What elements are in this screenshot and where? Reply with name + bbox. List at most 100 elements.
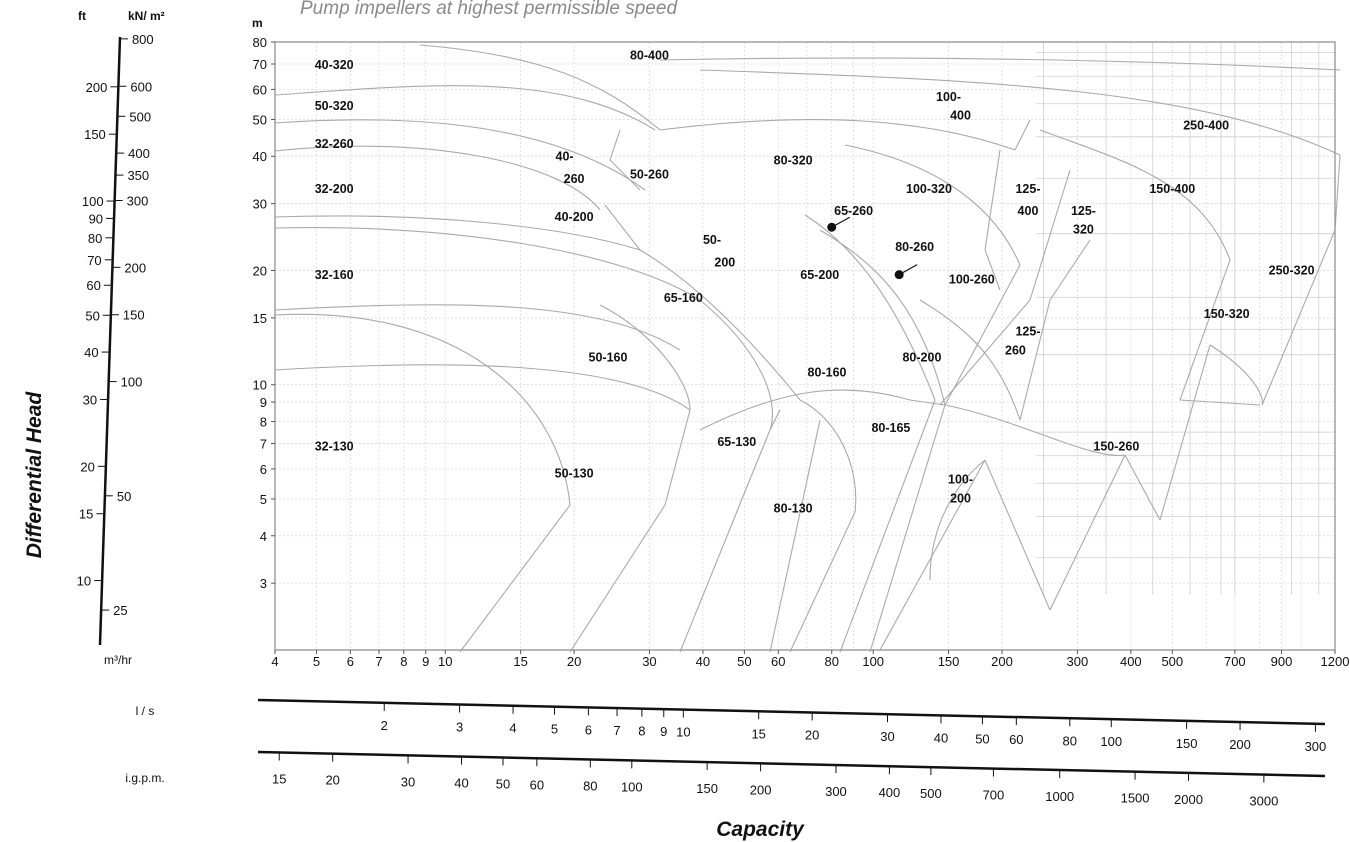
ft-tick-label: 15 <box>79 507 93 522</box>
y-tick-label: 6 <box>260 462 267 477</box>
x-tick-label: 9 <box>422 654 429 669</box>
x-tick-label: 100 <box>862 654 884 669</box>
zone-label: 260 <box>1005 344 1026 358</box>
boundary-curve <box>944 404 1126 456</box>
y-tick-label: 15 <box>253 311 267 326</box>
boundary-curve <box>839 399 936 653</box>
boundary-curve <box>699 299 773 431</box>
boundary-curve <box>1261 229 1336 406</box>
ft-tick-label: 50 <box>85 308 99 323</box>
boundary-curve <box>919 299 1021 421</box>
x-tick-label: 200 <box>991 654 1013 669</box>
zone-label: 125- <box>1015 324 1040 338</box>
zone-label: 40- <box>556 149 574 163</box>
boundary-curve <box>419 44 661 131</box>
boundary-curve <box>679 429 771 653</box>
x-tick-label: 15 <box>513 654 527 669</box>
boundary-curve <box>909 399 946 406</box>
zone-label: 150-400 <box>1149 182 1195 196</box>
kn-tick-label: 200 <box>124 260 146 275</box>
ft-tick-label: 70 <box>87 253 101 268</box>
zone-label: 100- <box>948 472 973 486</box>
ft-tick-label: 60 <box>86 278 100 293</box>
boundary-curve <box>769 419 821 653</box>
boundary-curve <box>804 214 936 401</box>
igpm-tick-label: 50 <box>496 777 510 792</box>
duty-points <box>827 216 918 280</box>
boundary-curve <box>274 227 701 301</box>
igpm-tick-label: 700 <box>983 788 1005 803</box>
ls-scale-line <box>257 698 1326 726</box>
y-tick-label: 8 <box>260 415 267 430</box>
boundary-curve <box>569 504 666 653</box>
y-tick-label: 70 <box>253 57 267 72</box>
impeller-boundary-curves <box>274 44 1341 653</box>
kn-tick-label: 800 <box>132 32 154 47</box>
boundary-curve <box>929 459 986 581</box>
zone-label: 32-260 <box>315 137 354 151</box>
boundary-curve <box>1334 154 1341 231</box>
boundary-curve <box>274 215 641 251</box>
kn-tick-label: 350 <box>127 168 149 183</box>
boundary-curve <box>799 399 857 513</box>
igpm-tick-label: 400 <box>879 785 901 800</box>
igpm-tick-label: 30 <box>401 774 415 789</box>
y-axis-title: Differential Head <box>23 391 46 559</box>
zone-label: 32-200 <box>315 182 354 196</box>
boundary-curve <box>274 145 601 211</box>
x-tick-label: 500 <box>1161 654 1183 669</box>
ls-tick-label: 100 <box>1100 734 1122 749</box>
x-tick-label: 150 <box>938 654 960 669</box>
x-axis-title: Capacity <box>716 818 805 841</box>
ls-tick-label: 40 <box>934 730 948 745</box>
boundary-curve <box>604 204 641 251</box>
boundary-curve <box>699 389 911 431</box>
ft-tick-label: 150 <box>84 127 106 142</box>
ls-tick-label: 150 <box>1176 736 1198 751</box>
boundary-curve <box>609 129 621 161</box>
ls-tick-label: 80 <box>1063 733 1077 748</box>
igpm-tick-label: 150 <box>696 781 718 796</box>
zone-label: 40-320 <box>315 58 354 72</box>
boundary-curve <box>1209 344 1263 406</box>
igpm-tick-label: 15 <box>272 771 286 786</box>
x-tick-label: 8 <box>400 654 407 669</box>
boundary-curve <box>984 249 1001 291</box>
igpm-tick-label: 1500 <box>1121 791 1150 806</box>
ls-tick-label: 6 <box>585 722 592 737</box>
ls-tick-label: 2 <box>381 718 388 733</box>
ls-tick-label: 3 <box>456 720 463 735</box>
igpm-tick-label: 1000 <box>1045 789 1074 804</box>
y-tick-label: 50 <box>253 112 267 127</box>
zone-label: 250-400 <box>1183 119 1229 133</box>
ls-tick-label: 50 <box>975 731 989 746</box>
x-tick-label: 40 <box>696 654 710 669</box>
boundary-curve <box>639 249 801 401</box>
zone-label: 80-130 <box>774 502 813 516</box>
zone-label: 80-260 <box>895 240 934 254</box>
y-tick-label: 60 <box>253 82 267 97</box>
y-tick-label: 3 <box>260 576 267 591</box>
zone-label: 65-160 <box>664 291 703 305</box>
zone-label: 125- <box>1071 204 1096 218</box>
kn-tick-label: 100 <box>121 375 143 390</box>
zone-label: 260 <box>564 172 585 186</box>
boundary-curve <box>659 119 1016 151</box>
boundary-curve <box>609 159 641 191</box>
boundary-curve <box>1049 454 1126 611</box>
x-tick-label: 10 <box>438 654 452 669</box>
boundary-curve <box>1124 454 1161 521</box>
zone-label: 150-320 <box>1204 307 1250 321</box>
y-tick-label: 40 <box>253 149 267 164</box>
boundary-curve <box>789 511 856 653</box>
ft-tick-label: 80 <box>88 231 102 246</box>
boundary-curve <box>274 119 646 191</box>
igpm-tick-label: 80 <box>583 778 597 793</box>
igpm-tick-label: 60 <box>530 777 544 792</box>
boundary-curve <box>274 364 691 411</box>
zone-label: 200 <box>950 491 971 505</box>
ls-tick-label: 30 <box>880 729 894 744</box>
x-tick-label: 6 <box>347 654 354 669</box>
ft-tick-label: 100 <box>82 194 104 209</box>
